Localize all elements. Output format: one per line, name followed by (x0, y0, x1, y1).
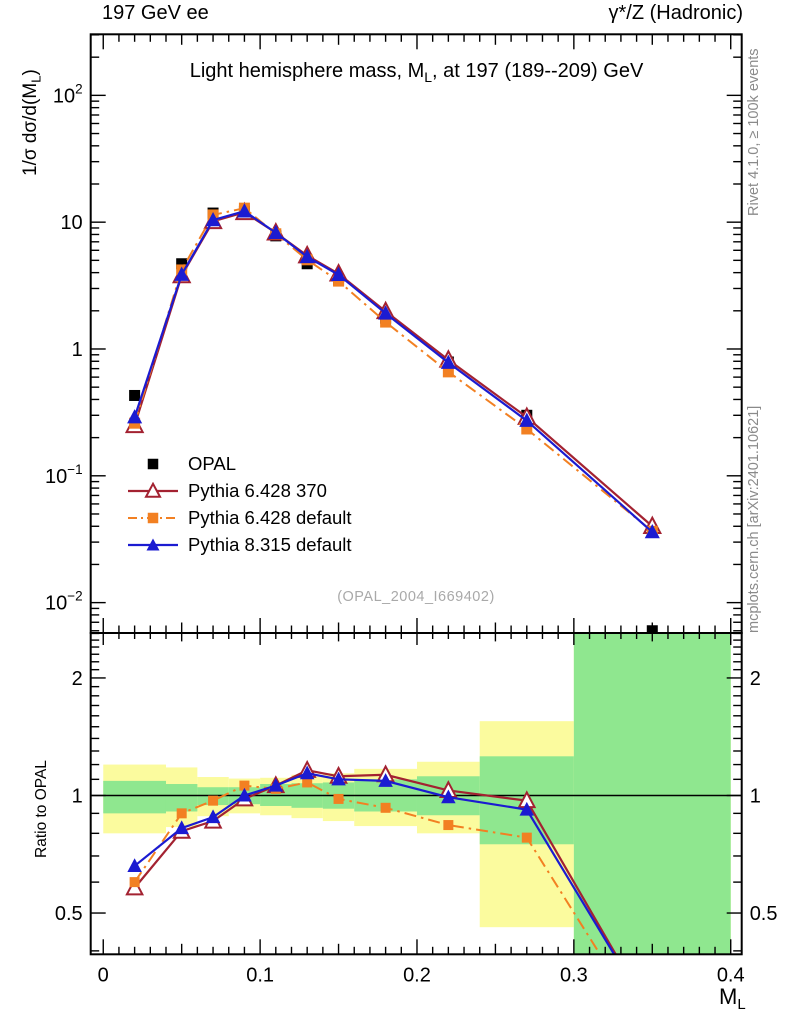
svg-text:0.4: 0.4 (717, 964, 745, 986)
x-axis-title: ML (719, 984, 746, 1013)
svg-text:1: 1 (72, 785, 83, 807)
mcplots-credit: mcplots.cern.ch [arXiv:2401.10621] (746, 405, 762, 633)
svg-text:10: 10 (60, 212, 82, 234)
legend-label: Pythia 6.428 default (188, 506, 352, 528)
svg-text:10−2: 10−2 (45, 589, 83, 615)
pythia6-default-marker-icon (127, 509, 179, 527)
svg-text:0.3: 0.3 (560, 964, 588, 986)
plot-title-sub: L (424, 68, 433, 85)
legend-label: Pythia 8.315 default (188, 533, 352, 555)
svg-text:0.1: 0.1 (246, 964, 274, 986)
plot-title-post: , at 197 (189--209) GeV (432, 60, 644, 82)
svg-text:10−1: 10−1 (45, 462, 83, 488)
legend-item-pythia8-default: Pythia 8.315 default (127, 531, 352, 558)
legend: OPAL Pythia 6.428 370 Pythia 6.428 defau… (127, 450, 352, 558)
svg-text:0: 0 (98, 964, 109, 986)
opal-marker-icon (127, 455, 179, 473)
svg-text:2: 2 (750, 668, 761, 690)
y-axis-title-pre: 1/σ dσ/d(M (20, 82, 41, 176)
y-axis-title: 1/σ dσ/d(ML) (20, 69, 44, 176)
ratio-axis-title: Ratio to OPAL (33, 760, 50, 858)
process-header: γ*/Z (Hadronic) (608, 2, 743, 24)
y-axis-title-sub: L (28, 75, 44, 83)
legend-item-pythia6-default: Pythia 6.428 default (127, 504, 352, 531)
plot-title: Light hemisphere mass, ML, at 197 (189--… (91, 60, 742, 85)
pythia6-370-marker-icon (127, 481, 179, 500)
y-axis-title-post: ) (20, 69, 41, 76)
svg-text:0.5: 0.5 (750, 903, 778, 925)
rivet-version-credit: Rivet 4.1.0, ≥ 100k events (746, 48, 762, 216)
x-axis-title-pre: M (719, 984, 738, 1009)
legend-item-pythia6-370: Pythia 6.428 370 (127, 477, 352, 504)
svg-text:0.5: 0.5 (55, 903, 83, 925)
plot-title-pre: Light hemisphere mass, M (189, 60, 425, 82)
svg-text:1: 1 (72, 339, 83, 361)
svg-text:0.2: 0.2 (403, 964, 431, 986)
analysis-id-watermark: (OPAL_2004_I669402) (337, 589, 495, 605)
svg-text:1: 1 (750, 785, 761, 807)
legend-label: OPAL (188, 452, 236, 474)
legend-item-opal: OPAL (127, 450, 352, 477)
pythia8-default-marker-icon (127, 536, 179, 554)
beam-energy-header: 197 GeV ee (102, 2, 209, 24)
svg-text:2: 2 (72, 668, 83, 690)
legend-label: Pythia 6.428 370 (188, 479, 327, 501)
x-axis-title-sub: L (737, 996, 746, 1014)
svg-text:102: 102 (53, 81, 83, 107)
